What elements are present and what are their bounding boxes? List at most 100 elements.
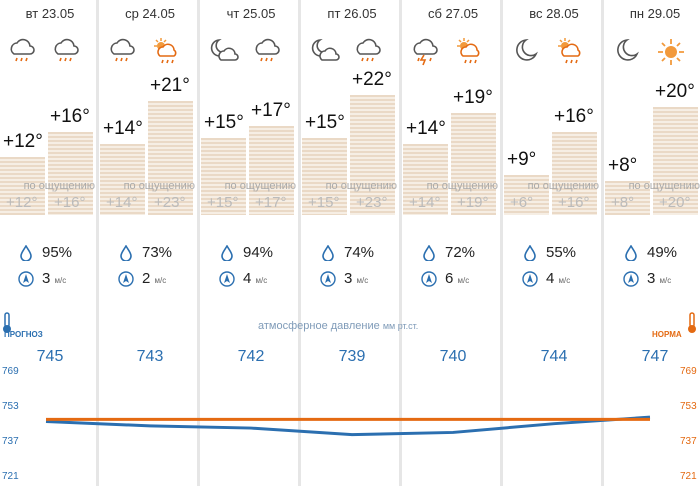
humidity-row: 72%: [421, 244, 476, 262]
cloud-rain-icon: [255, 38, 280, 62]
left-axis-tick: 721: [2, 471, 19, 482]
max-temp-bar: [653, 107, 698, 215]
feels-like-min: +6°: [510, 194, 534, 211]
day-date: вс 28.05: [529, 6, 579, 21]
left-axis-tick: 737: [2, 436, 19, 447]
day-date: ср 24.05: [125, 6, 175, 21]
feels-like-max: +16°: [54, 194, 86, 211]
max-temp: +21°: [150, 74, 190, 96]
humidity-drop-icon: [120, 245, 132, 262]
day-column: ср 24.05 +14° +21° по ощущению +14° +23°…: [100, 0, 200, 330]
pressure-value: 742: [237, 348, 265, 365]
humidity-value: 72%: [445, 244, 476, 261]
wind-direction-icon: [320, 271, 336, 287]
day-column: пн 29.05 +8° +20° по ощущению +8° +20° 4…: [605, 0, 700, 330]
humidity-drop-icon: [524, 245, 536, 262]
humidity-drop-icon: [322, 245, 334, 262]
feels-like-min: +14°: [106, 194, 138, 211]
feels-like-caption: по ощущению: [426, 180, 498, 192]
pressure-value: 744: [540, 348, 568, 365]
sun-cloud-rain-icon: [457, 38, 480, 64]
wind-direction-icon: [18, 271, 34, 287]
max-temp: +17°: [251, 99, 291, 121]
moon-icon: [617, 38, 639, 61]
sun-cloud-rain-icon: [154, 38, 177, 64]
max-temp-bar: [249, 125, 294, 215]
feels-like-caption: по ощущению: [628, 180, 700, 192]
max-temp-bar: [552, 131, 597, 215]
feels-like-min: +14°: [409, 194, 441, 211]
humidity-value: 95%: [42, 244, 73, 261]
wind-row: 3 м/с: [18, 270, 66, 287]
thermometer-orange-icon: [688, 312, 696, 333]
feels-like-max: +23°: [154, 194, 186, 211]
wind-row: 6 м/с: [421, 270, 469, 287]
wind-speed: 6: [445, 270, 454, 287]
feels-like-max: +17°: [255, 194, 287, 211]
min-temp: +15°: [204, 112, 244, 133]
wind-direction-icon: [219, 271, 235, 287]
pressure-caption: атмосферное давление мм рт.ст.: [258, 320, 419, 332]
min-temp-bar: [605, 181, 650, 215]
humidity-drop-icon: [20, 245, 32, 262]
max-temp-bar: [451, 113, 496, 215]
min-temp-bar: [0, 156, 45, 215]
day-column: вс 28.05 +9° +16° по ощущению +6° +16° 5…: [504, 0, 604, 330]
humidity-drop-icon: [625, 245, 637, 262]
moon-cloud-icon: [210, 38, 239, 61]
wind-direction-icon: [522, 271, 538, 287]
humidity-value: 94%: [243, 244, 274, 261]
humidity-drop-icon: [423, 245, 435, 262]
pressure-value: 739: [338, 348, 366, 365]
feels-like-caption: по ощущению: [325, 180, 397, 192]
min-temp: +14°: [103, 118, 143, 140]
wind-unit: м/с: [54, 276, 67, 285]
wind-speed: 4: [546, 270, 555, 287]
feels-like-max: +20°: [659, 194, 691, 211]
day-column: пт 26.05 +15° +22° по ощущению +15° +23°…: [302, 0, 402, 330]
moon-cloud-icon: [311, 38, 340, 61]
pressure-value: 745: [36, 348, 64, 365]
pressure-value: 747: [641, 348, 669, 365]
humidity-drop-icon: [221, 245, 233, 262]
min-temp: +9°: [507, 149, 537, 171]
feels-like-min: +8°: [611, 194, 635, 211]
wind-unit: м/с: [659, 276, 672, 285]
cloud-rain-icon: [54, 38, 79, 62]
max-temp: +16°: [554, 105, 594, 127]
wind-unit: м/с: [154, 276, 167, 285]
wind-direction-icon: [421, 271, 437, 287]
wind-direction-icon: [118, 271, 134, 287]
feels-like-caption: по ощущению: [123, 180, 195, 192]
humidity-value: 74%: [344, 244, 375, 261]
column-separator: [601, 0, 604, 486]
min-temp-bar: [302, 138, 347, 215]
wind-row: 3 м/с: [320, 270, 368, 287]
humidity-row: 73%: [118, 244, 172, 262]
max-temp: +20°: [655, 81, 695, 102]
left-axis-tick: 769: [2, 366, 19, 377]
column-separator: [298, 0, 301, 486]
column-separator: [500, 0, 503, 486]
max-temp: +16°: [50, 105, 90, 127]
norm-label: НОРМА: [652, 330, 682, 339]
column-separator: [197, 0, 200, 486]
pressure-forecast-line: [45, 415, 651, 437]
min-temp-bar: [201, 138, 246, 215]
wind-unit: м/с: [558, 276, 571, 285]
column-separator: [96, 0, 99, 486]
day-column: сб 27.05 +14° +19° по ощущению +14° +19°…: [403, 0, 503, 330]
max-temp: +19°: [453, 87, 493, 109]
wind-speed: 3: [647, 270, 656, 287]
min-temp-bar: [504, 175, 549, 215]
min-temp: +14°: [406, 118, 446, 140]
cloud-rain-icon: [10, 38, 35, 62]
humidity-value: 55%: [546, 244, 577, 261]
right-axis-tick: 737: [680, 436, 697, 447]
wind-unit: м/с: [356, 276, 369, 285]
humidity-row: 95%: [18, 244, 73, 262]
feels-like-min: +15°: [207, 194, 239, 211]
feels-like-caption: по ощущению: [23, 180, 95, 192]
max-temp: +22°: [352, 68, 392, 90]
